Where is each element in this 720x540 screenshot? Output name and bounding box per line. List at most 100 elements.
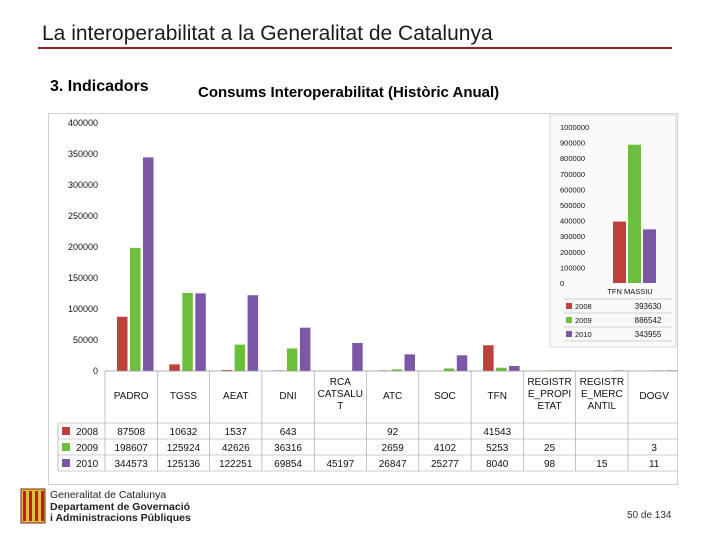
inset-swatch-2010 xyxy=(566,331,572,337)
inset-data-label: 393630 xyxy=(635,302,662,311)
bar-2010-tfn xyxy=(509,366,520,371)
logo-line-3: i Administracions Públiques xyxy=(50,512,191,524)
category-label: REGISTR E_MERC ANTIL xyxy=(580,377,624,412)
bar-2010-rca catsalut xyxy=(352,342,363,371)
data-label: 125136 xyxy=(167,459,201,470)
data-label: 643 xyxy=(280,427,297,438)
logo-line-2: Departament de Governació xyxy=(50,500,191,513)
data-label: 87508 xyxy=(117,427,145,438)
inset-swatch-2008 xyxy=(566,303,572,309)
legend-swatch-2008 xyxy=(62,427,70,435)
data-label: 25277 xyxy=(431,459,459,470)
y-tick-label: 200000 xyxy=(68,242,98,252)
category-label: SOC xyxy=(434,391,456,402)
main-chart: 0500001000001500002000002500003000003500… xyxy=(48,113,678,485)
inset-y-tick-label: 500000 xyxy=(560,201,585,210)
category-label: RCA CATSALU T xyxy=(318,377,363,412)
inset-y-tick-label: 600000 xyxy=(560,185,585,194)
inset-swatch-2009 xyxy=(566,317,572,323)
y-tick-label: 350000 xyxy=(68,149,98,159)
bar-2009-dni xyxy=(286,348,298,371)
generalitat-logo-icon xyxy=(20,488,46,524)
category-label: ATC xyxy=(383,391,402,402)
inset-y-tick-label: 700000 xyxy=(560,170,585,179)
inset-bar-2010 xyxy=(643,229,656,283)
data-label: 45197 xyxy=(326,459,354,470)
title-underline xyxy=(38,47,672,49)
data-label: 92 xyxy=(387,427,399,438)
inset-series-label: 2008 xyxy=(575,302,592,311)
bar-2010-aeat xyxy=(247,295,259,371)
department-logo-text: Generalitat de Catalunya Departament de … xyxy=(50,489,191,525)
data-label: 344573 xyxy=(114,459,148,470)
page-title: La interoperabilitat a la Generalitat de… xyxy=(42,22,493,45)
bar-2009-padro xyxy=(130,247,141,371)
inset-series-label: 2009 xyxy=(575,316,592,325)
bar-2009-tfn xyxy=(496,367,507,371)
inset-category-label: TFN MASSIU xyxy=(607,287,652,296)
inset-bar-2009 xyxy=(628,144,641,283)
data-label: 122251 xyxy=(219,459,253,470)
y-tick-label: 100000 xyxy=(68,304,98,314)
y-tick-label: 50000 xyxy=(73,335,98,345)
inset-bar-2008 xyxy=(613,221,626,283)
bar-2010-dni xyxy=(299,327,311,371)
data-label: 42626 xyxy=(222,443,250,454)
inset-y-tick-label: 300000 xyxy=(560,232,585,241)
data-label: 10632 xyxy=(170,427,198,438)
bar-2010-padro xyxy=(143,157,154,371)
inset-y-tick-label: 800000 xyxy=(560,154,585,163)
data-label: 98 xyxy=(544,459,556,470)
logo-line-1: Generalitat de Catalunya xyxy=(50,489,167,501)
data-label: 1537 xyxy=(225,427,248,438)
data-label: 11 xyxy=(649,459,660,470)
series-label: 2010 xyxy=(76,459,99,470)
data-label: 15 xyxy=(596,459,608,470)
category-label: TGSS xyxy=(170,391,198,402)
bar-2010-atc xyxy=(404,354,415,371)
bar-2008-padro xyxy=(117,316,128,371)
data-label: 3 xyxy=(651,443,657,454)
data-label: 41543 xyxy=(483,427,511,438)
data-label: 4102 xyxy=(434,443,457,454)
data-label: 36316 xyxy=(274,443,302,454)
chart-frame xyxy=(48,113,678,485)
page-number: 50 de 134 xyxy=(627,510,672,521)
category-label: PADRO xyxy=(114,391,149,402)
inset-y-tick-label: 400000 xyxy=(560,217,585,226)
category-label: TFN xyxy=(488,391,507,402)
legend-swatch-2009 xyxy=(62,443,70,451)
data-label: 2659 xyxy=(382,443,405,454)
data-label: 125924 xyxy=(167,443,201,454)
inset-data-label: 343955 xyxy=(635,330,662,339)
inset-y-tick-label: 200000 xyxy=(560,248,585,257)
y-tick-label: 0 xyxy=(93,366,98,376)
category-label: DNI xyxy=(279,391,296,402)
bar-2008-tfn xyxy=(483,345,494,371)
bar-2010-soc xyxy=(456,355,468,371)
inset-y-tick-label: 0 xyxy=(560,279,564,288)
series-label: 2008 xyxy=(76,427,99,438)
data-label: 5253 xyxy=(486,443,509,454)
data-label: 69854 xyxy=(274,459,302,470)
bar-2010-tgss xyxy=(195,293,206,371)
inset-y-tick-label: 900000 xyxy=(560,139,585,148)
chart-subtitle: Consums Interoperabilitat (Històric Anua… xyxy=(198,84,500,101)
category-label: AEAT xyxy=(223,391,248,402)
y-tick-label: 150000 xyxy=(68,273,98,283)
y-tick-label: 300000 xyxy=(68,180,98,190)
bar-2009-aeat xyxy=(234,344,246,371)
inset-series-label: 2010 xyxy=(575,330,592,339)
section-heading: 3. Indicadors xyxy=(50,78,149,95)
bar-2009-atc xyxy=(391,369,402,371)
data-label: 8040 xyxy=(486,459,509,470)
data-label: 25 xyxy=(544,443,556,454)
legend-swatch-2010 xyxy=(62,459,70,467)
data-label: 198607 xyxy=(114,443,148,454)
inset-y-tick-label: 100000 xyxy=(560,263,585,272)
inset-data-label: 886542 xyxy=(635,316,662,325)
bar-2008-tgss xyxy=(169,364,180,371)
inset-y-tick-label: 1000000 xyxy=(560,123,589,132)
y-tick-label: 400000 xyxy=(68,118,98,128)
series-label: 2009 xyxy=(76,443,99,454)
